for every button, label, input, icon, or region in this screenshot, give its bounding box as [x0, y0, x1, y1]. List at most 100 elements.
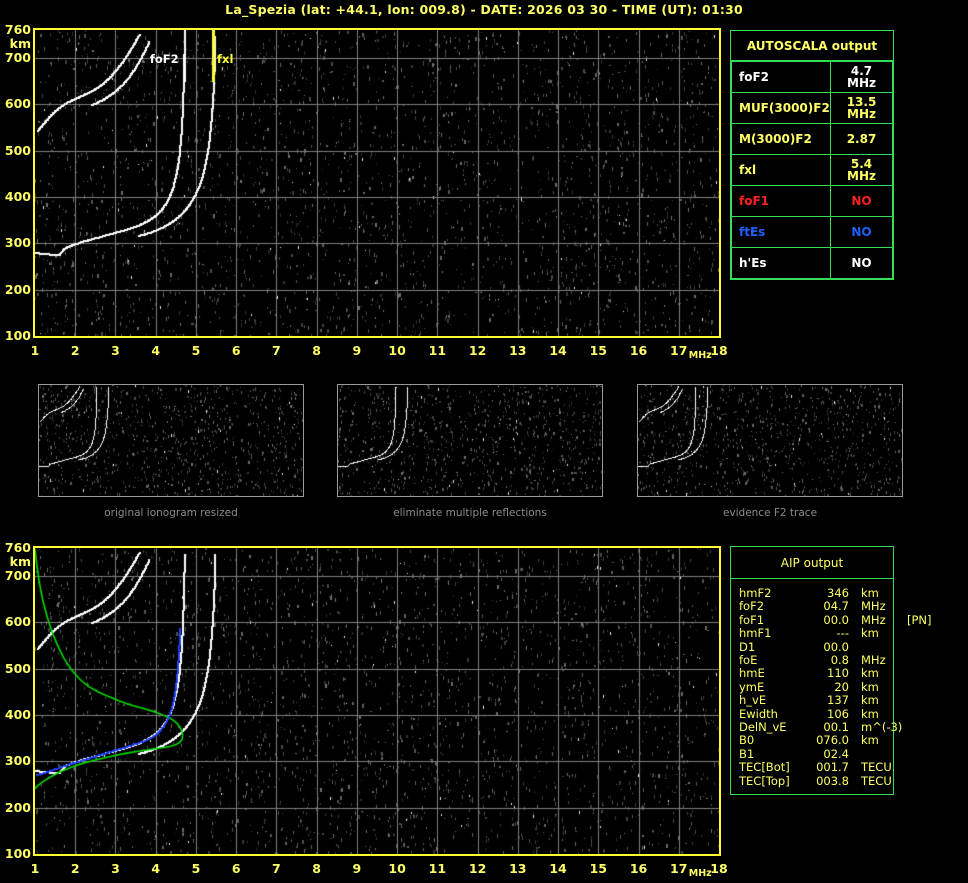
aip-param-unit: MHz — [861, 653, 886, 668]
aip-param-value: 106 — [827, 706, 849, 721]
autoscala-param-name: h'Es — [731, 247, 831, 279]
aip-param-value: 346 — [827, 586, 849, 600]
autoscala-row: h'Es NO — [731, 247, 893, 279]
autoscala-output-panel: AUTOSCALA output foF2 4.7 MHz MUF(3000)F2 1… — [730, 30, 894, 280]
aip-param-unit: km — [861, 626, 879, 641]
x-tick-label: 6 — [231, 343, 241, 358]
aip-param-value: 076.0 — [816, 733, 849, 748]
fxl-marker-label: fxl — [217, 52, 234, 66]
x-tick-label: 6 — [231, 861, 241, 876]
x-tick-label: 10 — [388, 343, 406, 358]
x-tick-label: 7 — [272, 861, 281, 876]
aip-header: AIP output — [731, 547, 893, 579]
aip-param-name: h_vE — [739, 693, 767, 708]
aip-param-name: hmE — [739, 666, 765, 681]
autoscala-row: M(3000)F2 2.87 — [731, 123, 893, 155]
aip-param-value: 02.4 — [823, 746, 849, 761]
aip-param-unit: MHz — [861, 612, 886, 627]
thumbnail-caption-2: evidence F2 trace — [722, 507, 818, 519]
autoscala-table: foF2 4.7 MHz MUF(3000)F2 13.5 MHz M(3000)F2 2… — [731, 61, 893, 279]
thumbnail-canvas-1 — [338, 385, 602, 496]
x-tick-label: 5 — [191, 343, 201, 358]
autoscala-param-value: 5.4 MHz — [830, 154, 893, 186]
bottom-x-axis-labels: 1 2 3 4 5 6 7 8 9 10 11 12 13 14 15 16 17 18 MHz — [31, 861, 728, 880]
top-x-axis-labels: 1 2 3 4 5 6 7 8 9 10 11 12 13 14 15 16 17 18 MHz — [31, 343, 728, 362]
aip-row: TEC[Bot] 001.7 TECU — [739, 760, 893, 774]
x-tick-label: 18 — [710, 343, 728, 358]
aip-row: foF1 00.0 MHz [PN] — [739, 613, 932, 627]
aip-param-value: 04.7 — [823, 599, 849, 614]
autoscala-row: foF1 NO — [731, 185, 893, 217]
aip-row: Ewidth 106 km — [739, 706, 893, 721]
x-tick-label: 14 — [549, 343, 567, 358]
aip-param-unit: km — [861, 666, 879, 681]
x-tick-label: 12 — [468, 343, 487, 358]
aip-param-unit: km — [861, 693, 879, 708]
aip-param-unit: km — [861, 679, 879, 694]
x-tick-label: 7 — [272, 343, 281, 358]
bottom-y-axis-labels: 760 km 700 600 500 400 300 200 100 — [0, 541, 31, 859]
autoscala-row: foF2 4.7 MHz — [731, 61, 893, 93]
x-axis-unit: MHz — [688, 868, 712, 879]
x-tick-label: 8 — [312, 343, 321, 358]
aip-param-value: 110 — [827, 666, 849, 681]
ionogram-plot-bottom[interactable] — [33, 546, 721, 856]
autoscala-param-name: M(3000)F2 — [731, 123, 831, 155]
aip-row: ymE 20 km — [739, 680, 893, 694]
aip-param-name: TEC[Top] — [739, 773, 790, 788]
aip-param-name: D1 — [739, 639, 756, 654]
autoscala-param-name: foF1 — [731, 185, 831, 217]
aip-param-unit: MHz — [861, 599, 886, 614]
aip-param-name: foF2 — [739, 599, 765, 614]
x-tick-label: 2 — [70, 343, 80, 358]
aip-row: B1 02.4 — [739, 746, 893, 761]
aip-row: hmE 110 km — [739, 666, 893, 681]
aip-param-unit: TECU — [861, 773, 892, 788]
y-tick-label: 300 — [4, 235, 31, 251]
thumbnail-caption-0: original ionogram resized — [104, 507, 238, 519]
autoscala-param-name: fxl — [731, 154, 831, 186]
aip-row: hmF2 346 km — [739, 586, 893, 600]
x-tick-label: 11 — [428, 343, 447, 358]
aip-param-unit: km — [861, 586, 879, 600]
autoscala-param-name: foF2 — [731, 61, 831, 93]
x-tick-label: 9 — [352, 343, 362, 358]
autoscala-param-name: MUF(3000)F2 — [731, 92, 831, 124]
y-tick-label: 760 — [4, 540, 31, 555]
aip-param-name: hmF2 — [739, 586, 772, 600]
y-tick-label: 600 — [4, 614, 31, 630]
y-tick-label: 500 — [4, 660, 31, 676]
thumbnail-eliminate-multiple-reflections[interactable] — [337, 384, 603, 497]
bottom-plot-frame — [33, 546, 721, 856]
aip-param-value: 0.8 — [830, 653, 849, 668]
aip-rows: hmF2 346 km foF2 04.7 MHz foF1 00.0 MHz [PN] hmF1 -… — [731, 579, 932, 788]
y-tick-label: 300 — [4, 753, 31, 769]
autoscala-param-value: 2.87 — [830, 123, 893, 155]
aip-param-name: B0 — [739, 733, 755, 748]
x-tick-label: 10 — [388, 861, 406, 876]
autoscala-row: MUF(3000)F2 13.5 MHz — [731, 92, 893, 124]
aip-row: foF2 04.7 MHz — [739, 599, 893, 614]
aip-row: TEC[Top] 003.8 TECU — [739, 773, 893, 788]
x-tick-label: 15 — [589, 343, 607, 358]
x-tick-label: 9 — [352, 861, 362, 876]
thumbnail-evidence-f2-trace[interactable] — [637, 384, 903, 497]
thumbnail-original-ionogram[interactable] — [38, 384, 304, 497]
aip-param-name: DelN_vE — [739, 720, 787, 735]
aip-param-name: hmF1 — [739, 626, 772, 641]
aip-param-unit: km — [861, 733, 879, 748]
ionogram-plot-top[interactable]: foF2 fxl — [33, 28, 721, 338]
x-tick-label: 18 — [710, 861, 728, 876]
autoscala-param-value: 4.7 MHz — [830, 61, 893, 93]
x-tick-label: 17 — [670, 861, 688, 876]
aip-param-unit: km — [861, 706, 879, 721]
aip-param-value: 137 — [827, 693, 849, 708]
aip-row: B0 076.0 km — [739, 733, 893, 748]
x-tick-label: 13 — [509, 861, 527, 876]
x-tick-label: 13 — [509, 343, 527, 358]
x-axis-unit: MHz — [688, 350, 712, 361]
x-tick-label: 2 — [70, 861, 80, 876]
aip-param-name: foE — [739, 653, 758, 668]
y-tick-label: 400 — [4, 706, 31, 722]
thumbnail-caption-1: eliminate multiple reflections — [393, 507, 547, 519]
